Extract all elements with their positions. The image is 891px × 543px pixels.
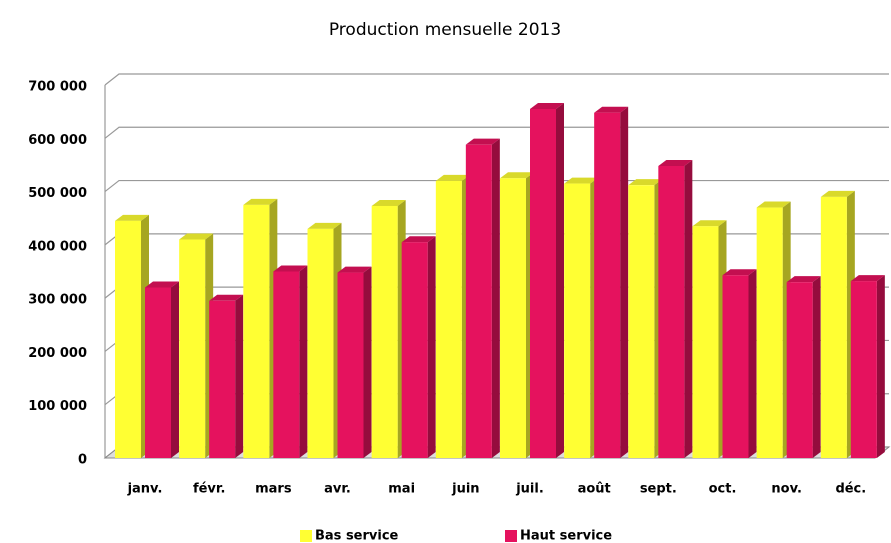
legend-swatch	[505, 530, 517, 542]
bar-side	[876, 275, 885, 458]
grid-line	[104, 126, 889, 139]
bar	[115, 220, 141, 458]
bar	[692, 226, 719, 458]
x-tick-label: janv.	[127, 482, 163, 497]
legend-label: Bas service	[315, 529, 399, 543]
bar-side	[235, 294, 244, 458]
bar	[786, 282, 813, 458]
bar	[756, 207, 783, 458]
bar-top	[243, 198, 278, 205]
x-tick-label: oct.	[709, 482, 737, 497]
x-tick-label: févr.	[193, 482, 225, 497]
bar-top	[850, 275, 885, 282]
bar	[850, 281, 877, 458]
bar-side	[556, 102, 564, 458]
bar-top	[658, 159, 693, 166]
bar	[820, 196, 847, 458]
y-tick-label: 500 000	[28, 186, 87, 201]
bar-top	[371, 199, 406, 206]
y-tick-label: 700 000	[28, 80, 87, 95]
x-tick-label: avr.	[324, 482, 351, 497]
bar-top	[692, 220, 727, 227]
y-tick-label: 0	[78, 453, 87, 468]
bar-top	[273, 265, 308, 272]
bar-top	[465, 138, 500, 145]
bar-side	[812, 276, 821, 458]
bar	[658, 165, 685, 458]
grid-line	[104, 179, 889, 193]
x-tick-label: mai	[388, 482, 415, 497]
bar	[401, 242, 428, 458]
x-tick-label: juil.	[515, 482, 544, 497]
grid-line	[104, 73, 889, 86]
legend-label: Haut service	[520, 529, 612, 543]
bar-top	[337, 266, 372, 273]
bar-top	[722, 269, 757, 276]
bar-top	[435, 174, 470, 181]
bar	[145, 287, 171, 458]
bar-top	[756, 201, 791, 208]
bar-top	[564, 177, 599, 184]
bar-side	[684, 159, 693, 458]
bar	[628, 185, 655, 459]
bar	[307, 228, 334, 458]
bar-side	[299, 265, 308, 458]
bar-side	[491, 138, 500, 458]
bar	[243, 204, 270, 458]
y-tick-label: 100 000	[28, 399, 87, 414]
y-tick-label: 300 000	[28, 293, 87, 308]
legend-swatch	[300, 530, 312, 542]
bar	[179, 239, 206, 458]
chart-title: Production mensuelle 2013	[329, 20, 561, 40]
y-tick-label: 200 000	[28, 346, 87, 361]
bar	[209, 300, 236, 458]
bar-top	[530, 102, 564, 109]
bar-top	[820, 190, 855, 197]
bar-top	[115, 214, 149, 221]
bar	[273, 271, 300, 458]
y-tick-label: 400 000	[28, 239, 87, 254]
bar-side	[620, 106, 629, 459]
bar	[500, 178, 526, 458]
bar-side	[171, 281, 179, 458]
bar	[564, 183, 591, 459]
x-tick-label: juin	[451, 482, 479, 497]
bar-top	[145, 281, 179, 288]
x-tick-label: nov.	[771, 482, 802, 497]
bar	[594, 112, 621, 459]
x-tick-label: mars	[255, 482, 292, 497]
bar-top	[209, 294, 244, 301]
x-tick-label: août	[578, 482, 611, 497]
bar-top	[628, 179, 663, 186]
bar-side	[748, 269, 757, 458]
bar-top	[401, 236, 436, 243]
bar-top	[307, 222, 342, 229]
bar	[722, 275, 749, 458]
bar	[435, 180, 462, 458]
bar-top	[500, 172, 534, 179]
bar-top	[179, 233, 214, 240]
bar-top	[786, 276, 821, 283]
bar	[371, 205, 398, 458]
x-tick-label: sept.	[640, 482, 677, 497]
bar-side	[363, 266, 372, 458]
bar	[530, 108, 556, 458]
bar	[337, 272, 364, 458]
bar-side	[427, 236, 436, 458]
bar-top	[594, 106, 629, 113]
x-tick-label: déc.	[835, 482, 866, 497]
y-tick-label: 600 000	[28, 133, 87, 148]
bar	[465, 144, 492, 458]
